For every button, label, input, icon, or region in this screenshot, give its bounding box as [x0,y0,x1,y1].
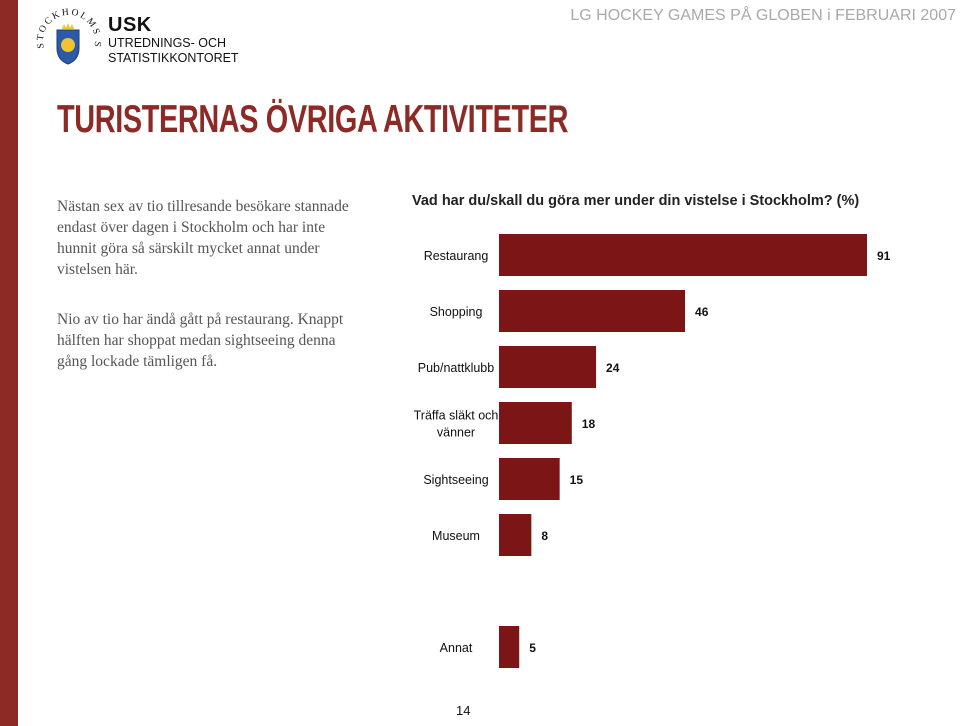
page-number: 14 [456,703,471,718]
org-line-1: UTREDNINGS- OCH [108,36,227,50]
value-label: 15 [570,473,584,487]
org-block: USK UTREDNINGS- OCH STATISTIKKONTORET [108,14,239,66]
stockholm-crest-icon: STOCKHOLMS STAD [28,1,100,65]
bar-shopping [499,290,686,332]
bar-träffa-släkt-och-vänner [499,402,572,444]
bar-sightseeing [499,458,560,500]
bar-museum [499,514,532,556]
bar-restaurang [499,234,867,276]
bar-annat [499,626,520,668]
category-label: Annat [440,641,473,655]
left-accent-stripe [0,0,18,726]
category-label: Museum [432,529,480,543]
header-title: LG HOCKEY GAMES PÅ GLOBEN i FEBRUARI 200… [570,7,956,24]
category-label: Restaurang [424,249,489,263]
category-label: Träffa släkt och vänner [414,409,499,440]
value-label: 5 [529,641,536,655]
intro-paragraph: Nästan sex av tio tillresande besökare s… [57,198,349,278]
bar-pub-nattklubb [499,346,597,388]
chart-title: Vad har du/skall du göra mer under din v… [412,193,860,209]
value-label: 8 [541,529,548,543]
category-label: Sightseeing [423,473,488,487]
category-label: Shopping [430,305,483,319]
org-line-2: STATISTIKKONTORET [108,51,239,65]
summary-paragraph: Nio av tio har ändå gått på restaurang. … [57,311,344,370]
value-label: 91 [877,249,891,263]
value-label: 18 [582,417,596,431]
stockholm-logo: STOCKHOLMS STAD [28,1,104,76]
org-name: USK [108,14,152,36]
value-label: 24 [606,361,620,375]
main-title: TURISTERNAS ÖVRIGA AKTIVITETER [57,98,569,141]
value-label: 46 [695,305,709,319]
category-label: Pub/nattklubb [418,361,494,375]
